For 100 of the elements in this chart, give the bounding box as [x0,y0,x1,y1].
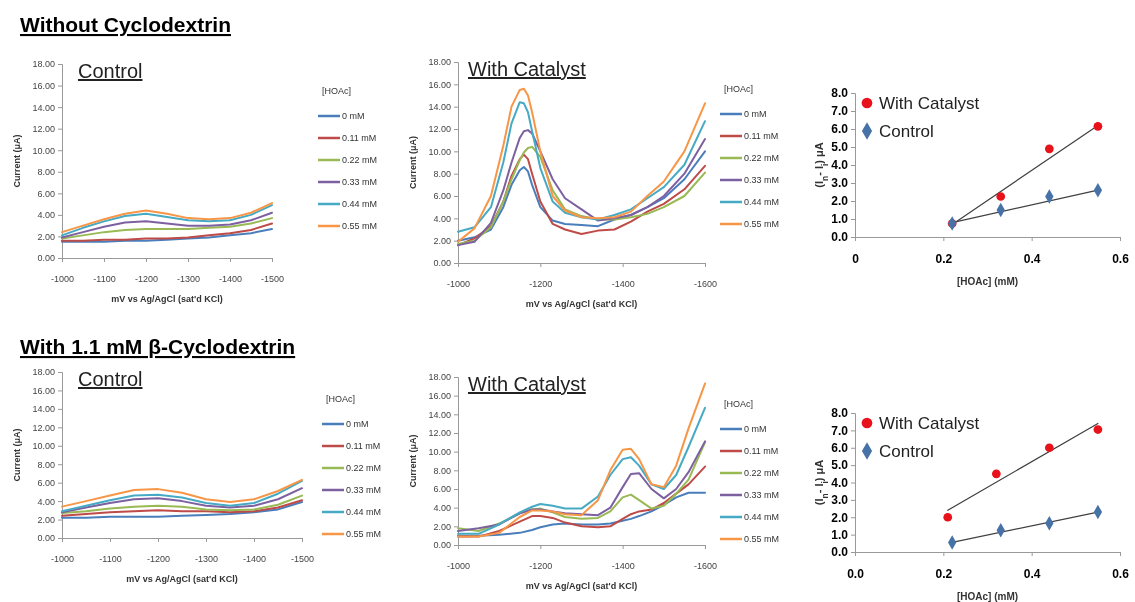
y-tick-label: 8.0 [831,86,849,101]
x-tick-label: -1400 [611,561,635,572]
y-tick-label: 10.00 [32,441,55,452]
y-axis-title: Current (μA) [12,134,22,188]
y-tick-label: 3.0 [831,493,849,508]
y-tick-label: 0.00 [37,253,55,264]
legend-label: Control [879,122,934,141]
x-tick-label: -1400 [242,554,267,565]
y-tick-label: 0.00 [433,540,451,551]
y-tick-label: 2.00 [37,514,55,525]
x-tick-label: 0 [852,252,860,267]
legend-label: 0.22 mM [346,463,382,473]
x-tick-label: -1400 [218,274,243,285]
legend-label: 0 mM [342,111,365,121]
y-tick-label: 2.00 [433,236,451,247]
y-tick-label: 0.00 [433,258,451,269]
y-tick-label: 5.0 [831,458,849,473]
x-tick-label: -1200 [134,274,159,285]
x-axis-title: mV vs Ag/AgCl (sat'd KCl) [525,581,638,591]
chart-title: Without Cyclodextrin [20,13,231,36]
chart-title: With Catalyst [468,58,587,80]
x-tick-label: -1300 [194,554,219,565]
x-axis-title: [HOAc] (mM) [956,276,1019,287]
y-tick-label: 2.00 [433,521,451,532]
x-tick-label: -1000 [50,554,75,565]
legend-label: 0.11 mM [342,133,377,143]
legend-label: 0.33 mM [744,490,780,500]
x-tick-label: 0.4 [1023,567,1041,582]
y-tick-label: 16.00 [32,80,55,91]
x-tick-label: 0.6 [1112,252,1130,267]
legend-title: [HOAc] [724,399,754,409]
y-tick-label: 12.00 [428,124,451,135]
x-tick-label: 0.6 [1112,567,1130,582]
x-tick-label: -1200 [529,279,553,290]
y-tick-label: 8.0 [831,406,849,421]
x-tick-label: -1000 [446,561,471,572]
y-tick-label: 1.0 [831,212,849,227]
x-tick-label: -1500 [290,554,315,565]
legend-label: 0.11 mM [744,446,779,456]
legend-label: Control [879,442,934,461]
x-tick-label: -1300 [176,274,201,285]
legend-label: 0 mM [744,424,767,434]
legend-label: 0.55 mM [744,534,780,544]
y-tick-label: 18.00 [32,59,55,70]
x-tick-label: 0.4 [1023,252,1041,267]
x-tick-label: -1600 [693,279,718,290]
y-tick-label: 16.00 [428,79,451,90]
y-tick-label: 12.00 [32,422,55,433]
y-axis-title: Current (μA) [408,434,418,488]
y-tick-label: 7.0 [831,423,849,438]
x-tick-label: -1600 [693,561,718,572]
legend-label: 0.22 mM [744,153,780,163]
y-tick-label: 0.00 [37,533,55,544]
legend-label: 0.22 mM [744,468,780,478]
y-tick-label: 6.0 [831,441,849,456]
y-tick-label: 1.0 [831,527,849,542]
y-tick-label: 4.00 [37,210,55,221]
legend-title: [HOAc] [326,394,356,404]
legend-title: [HOAc] [322,86,352,96]
legend-label: 0 mM [744,109,767,119]
chart-subtitle: Control [78,368,143,390]
y-tick-label: 8.00 [37,167,55,178]
y-axis-title: Current (μA) [408,135,418,190]
y-tick-label: 18.00 [32,367,55,378]
legend-title: [HOAc] [724,84,754,94]
y-tick-label: 18.00 [428,57,451,68]
y-tick-label: 4.0 [831,158,849,173]
chart-subtitle: Control [78,60,143,82]
x-tick-label: -1100 [99,554,122,565]
y-tick-label: 10.00 [428,447,451,458]
x-tick-label: -1100 [93,274,116,285]
x-tick-label: 0.0 [847,567,865,582]
x-tick-label: 0.2 [935,252,953,267]
y-tick-label: 16.00 [428,391,451,402]
y-tick-label: 7.0 [831,104,849,119]
y-tick-label: 8.00 [37,459,55,470]
y-tick-label: 2.0 [831,510,849,525]
y-tick-label: 4.00 [433,213,451,224]
legend-label: 0.22 mM [342,155,378,165]
legend-label: 0.33 mM [342,177,378,187]
y-tick-label: 6.0 [831,122,849,137]
y-tick-label: 2.0 [831,194,849,209]
legend-label: 0.33 mM [744,175,780,185]
legend-label: With Catalyst [879,94,980,113]
y-tick-label: 5.0 [831,140,849,155]
y-axis-title: Current (μA) [12,428,22,482]
y-tick-label: 6.00 [433,191,451,202]
x-axis-title: mV vs Ag/AgCl (sat'd KCl) [525,299,638,309]
y-tick-label: 10.00 [428,146,451,157]
x-tick-label: -1200 [529,561,553,572]
y-tick-label: 8.00 [433,169,451,180]
legend-label: 0.11 mM [744,131,779,141]
legend-label: 0.55 mM [342,221,378,231]
y-tick-label: 18.00 [428,372,451,383]
x-tick-label: -1200 [146,554,171,565]
y-tick-label: 16.00 [32,385,55,396]
y-tick-label: 4.00 [37,496,55,507]
legend-label: 0.11 mM [346,441,381,451]
legend-label: With Catalyst [879,414,980,433]
legend-label: 0.55 mM [346,529,382,539]
